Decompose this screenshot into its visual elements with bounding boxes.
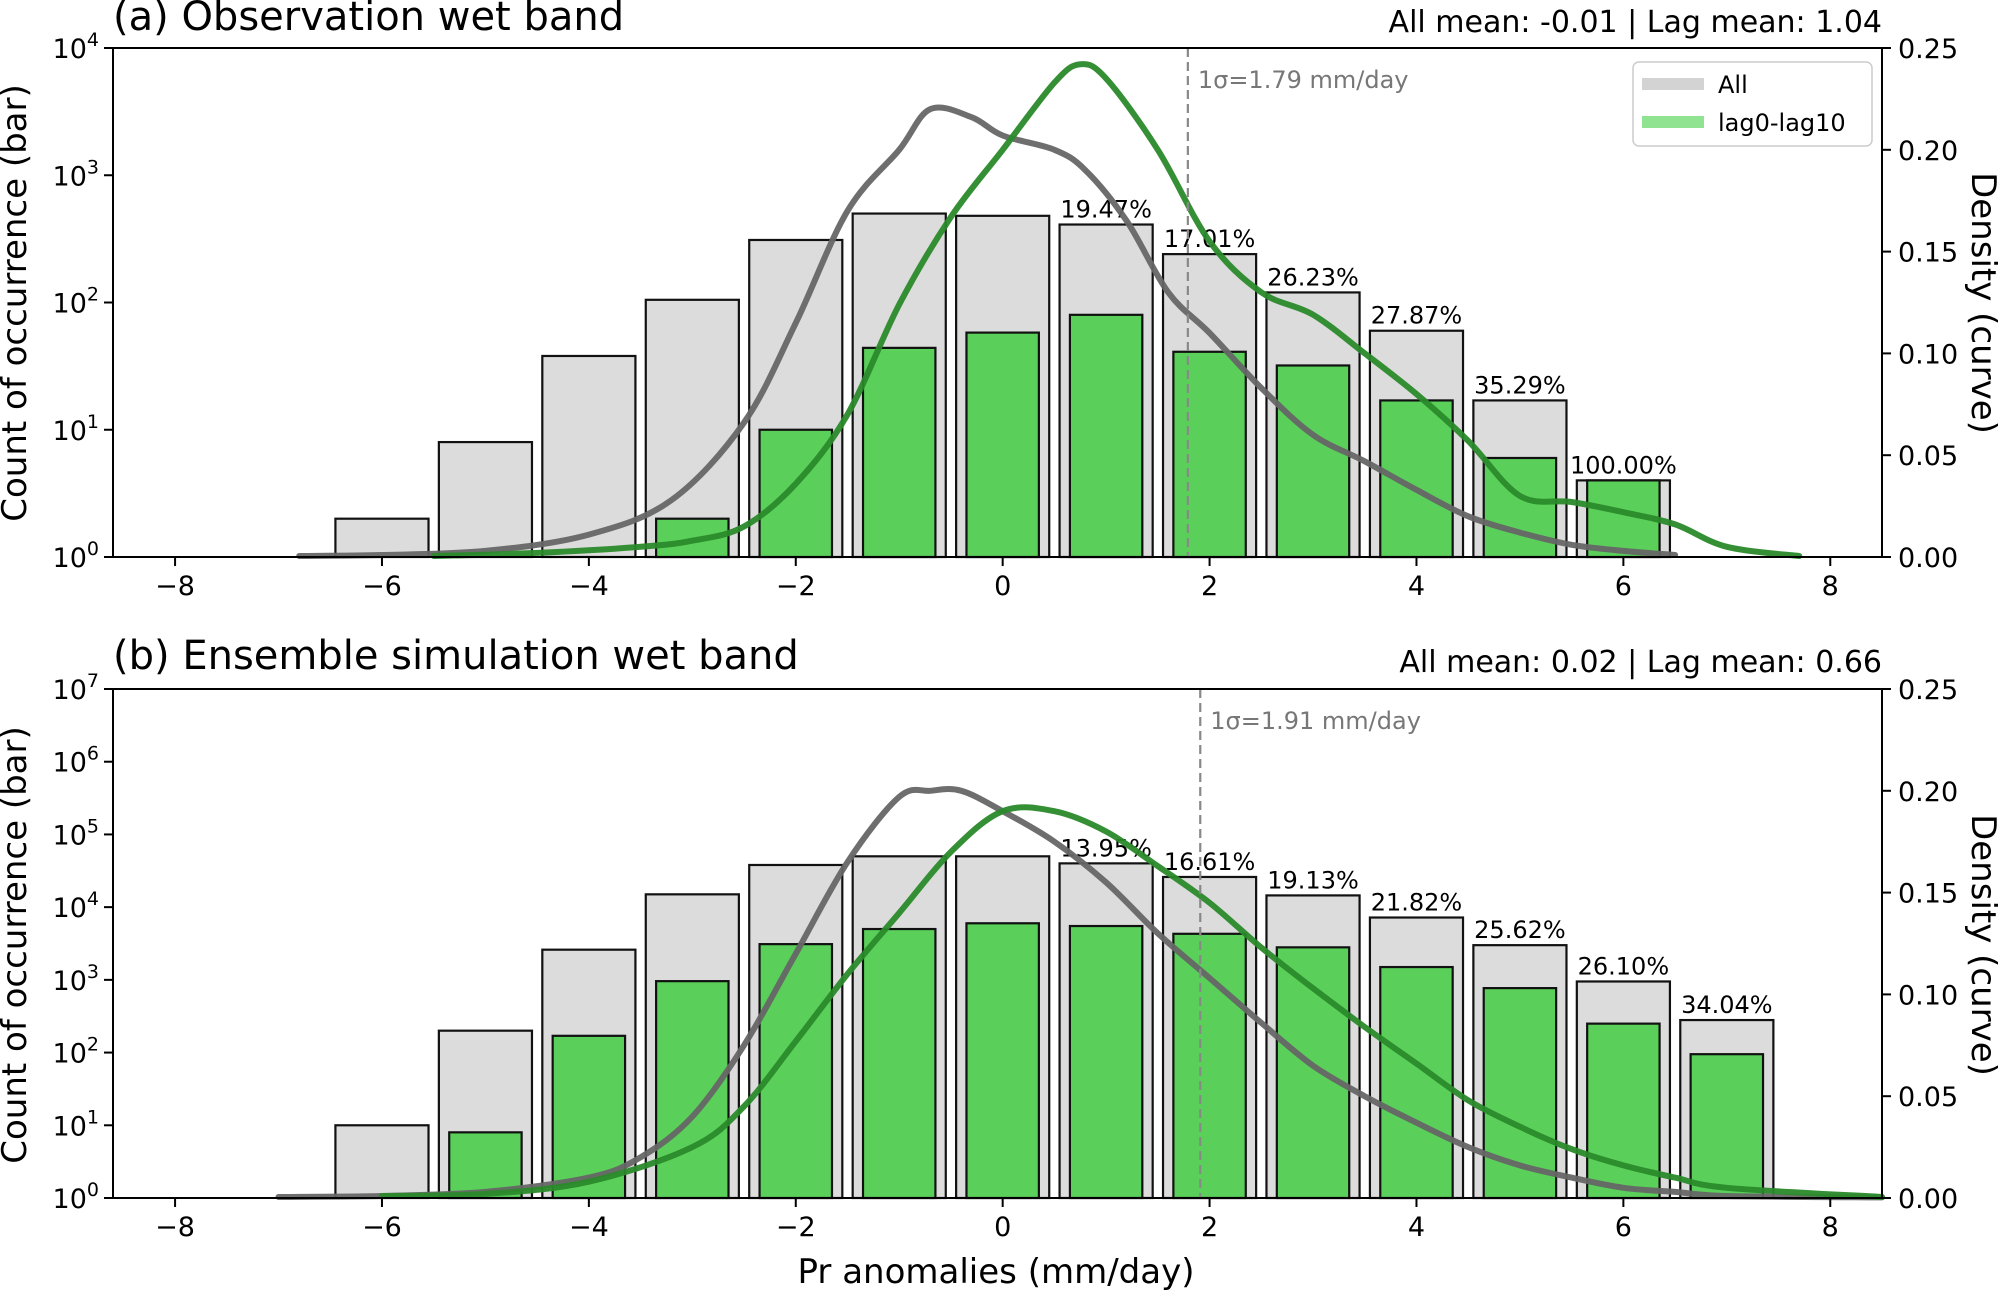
sigma-label: 1σ=1.79 mm/day: [1198, 66, 1409, 94]
x-tick-label: −2: [776, 571, 816, 602]
legend-all-label: All: [1718, 71, 1748, 99]
x-tick-label: −2: [776, 1212, 816, 1243]
x-tick-label: 8: [1822, 1212, 1839, 1243]
y-tick-label-right: 0.00: [1898, 543, 1958, 574]
panel-a-ylabel-left: Count of occurrence (bar): [0, 84, 35, 522]
bar-lag: [448, 1131, 523, 1200]
x-tick-label: −8: [155, 1212, 195, 1243]
x-tick-label: −8: [155, 571, 195, 602]
panel-a: (a) Observation wet band All mean: -0.01…: [0, 0, 2000, 602]
panel-b: (b) Ensemble simulation wet band All mea…: [0, 633, 2000, 1292]
x-tick-label: 4: [1408, 571, 1425, 602]
bar-lag: [1689, 1053, 1765, 1200]
bar-all: [644, 298, 740, 559]
panel-a-plot: 19.47%17.01%26.23%27.87%35.29%100.00%1σ=…: [53, 29, 1959, 602]
y-tick-label-left: 100: [53, 538, 99, 574]
x-tick-label: 4: [1408, 1212, 1425, 1243]
bar-lag: [965, 331, 1040, 559]
x-tick-label: 2: [1201, 1212, 1218, 1243]
y-tick-label-left: 101: [53, 1106, 99, 1142]
x-axis-label: Pr anomalies (mm/day): [798, 1252, 1195, 1292]
density-curve-lag: [379, 804, 1885, 1200]
bar-all: [437, 440, 534, 559]
panel-b-ylabel-left: Count of occurrence (bar): [0, 726, 35, 1164]
legend-lag-swatch: [1642, 116, 1704, 128]
panel-b-stats: All mean: 0.02 | Lag mean: 0.66: [1399, 645, 1882, 680]
x-tick-label: 6: [1615, 1212, 1632, 1243]
y-tick-label-left: 103: [53, 961, 99, 997]
y-tick-label-right: 0.25: [1898, 34, 1958, 65]
bar-lag: [1068, 313, 1144, 559]
sigma-label: 1σ=1.91 mm/day: [1210, 707, 1421, 735]
bar-all: [334, 517, 430, 559]
y-tick-label-left: 106: [53, 743, 99, 779]
y-tick-label-right: 0.20: [1898, 777, 1958, 808]
y-tick-label-left: 107: [53, 670, 99, 706]
density-curve-all: [296, 104, 1679, 559]
y-tick-label-left: 100: [53, 1179, 99, 1215]
bar-lag: [1068, 924, 1144, 1200]
panel-a-ylabel-right: Density (curve): [1963, 172, 2000, 434]
percent-label: 100.00%: [1570, 451, 1677, 479]
percent-label: 25.62%: [1474, 916, 1566, 944]
percent-label: 26.23%: [1267, 263, 1359, 291]
panel-b-title: (b) Ensemble simulation wet band: [113, 633, 799, 679]
legend-lag-label: lag0-lag10: [1718, 109, 1846, 137]
percent-label: 26.10%: [1578, 952, 1670, 980]
y-tick-label-left: 101: [53, 411, 99, 447]
percent-label: 19.47%: [1060, 196, 1152, 224]
y-tick-label-right: 0.10: [1898, 339, 1958, 370]
x-tick-label: −6: [362, 1212, 402, 1243]
density-curve-all: [275, 786, 1885, 1201]
percent-label: 27.87%: [1371, 302, 1463, 330]
bar-lag: [1172, 932, 1247, 1200]
panel-a-legend: All lag0-lag10: [1632, 61, 1873, 147]
y-tick-label-right: 0.05: [1898, 1082, 1958, 1113]
x-tick-label: 2: [1201, 571, 1218, 602]
bar-lag: [1275, 364, 1351, 559]
panel-a-stats: All mean: -0.01 | Lag mean: 1.04: [1389, 5, 1882, 40]
y-tick-label-left: 104: [53, 29, 99, 65]
y-tick-label-right: 0.15: [1898, 238, 1958, 269]
density-curve-lag: [430, 61, 1803, 559]
legend-all-swatch: [1642, 78, 1704, 90]
panel-b-plot: 13.95% 16.61%19.13%21.82%25.62%26.10%34.0…: [53, 670, 1959, 1243]
panel-a-title: (a) Observation wet band: [113, 0, 624, 40]
panel-b-ylabel-right: Density (curve): [1963, 814, 2000, 1076]
y-tick-label-left: 102: [53, 284, 99, 320]
bar-all: [334, 1124, 430, 1200]
x-tick-label: 8: [1822, 571, 1839, 602]
x-tick-label: 0: [994, 1212, 1011, 1243]
y-tick-label-right: 0.05: [1898, 441, 1958, 472]
bar-lag: [1172, 350, 1247, 559]
y-tick-label-left: 105: [53, 815, 99, 851]
bar-lag: [861, 346, 937, 559]
axes-frame: [112, 688, 1883, 1199]
bar-lag: [861, 927, 937, 1200]
x-tick-label: −6: [362, 571, 402, 602]
x-tick-label: 0: [994, 571, 1011, 602]
percent-label: 16.61%: [1164, 848, 1256, 876]
bar-lag: [965, 922, 1040, 1200]
y-tick-label-left: 104: [53, 888, 99, 924]
percent-label: 35.29%: [1474, 371, 1566, 399]
y-tick-label-right: 0.10: [1898, 980, 1958, 1011]
y-tick-label-right: 0.15: [1898, 879, 1958, 910]
percent-label: 19.13%: [1267, 866, 1359, 894]
x-tick-label: −4: [569, 571, 609, 602]
percent-label: 34.04%: [1681, 991, 1773, 1019]
y-tick-label-right: 0.00: [1898, 1184, 1958, 1215]
percent-label: 21.82%: [1371, 889, 1463, 917]
x-tick-label: 6: [1615, 571, 1632, 602]
y-tick-label-right: 0.20: [1898, 136, 1958, 167]
y-tick-label-left: 103: [53, 156, 99, 192]
y-tick-label-left: 102: [53, 1034, 99, 1070]
x-tick-label: −4: [569, 1212, 609, 1243]
y-tick-label-right: 0.25: [1898, 675, 1958, 706]
